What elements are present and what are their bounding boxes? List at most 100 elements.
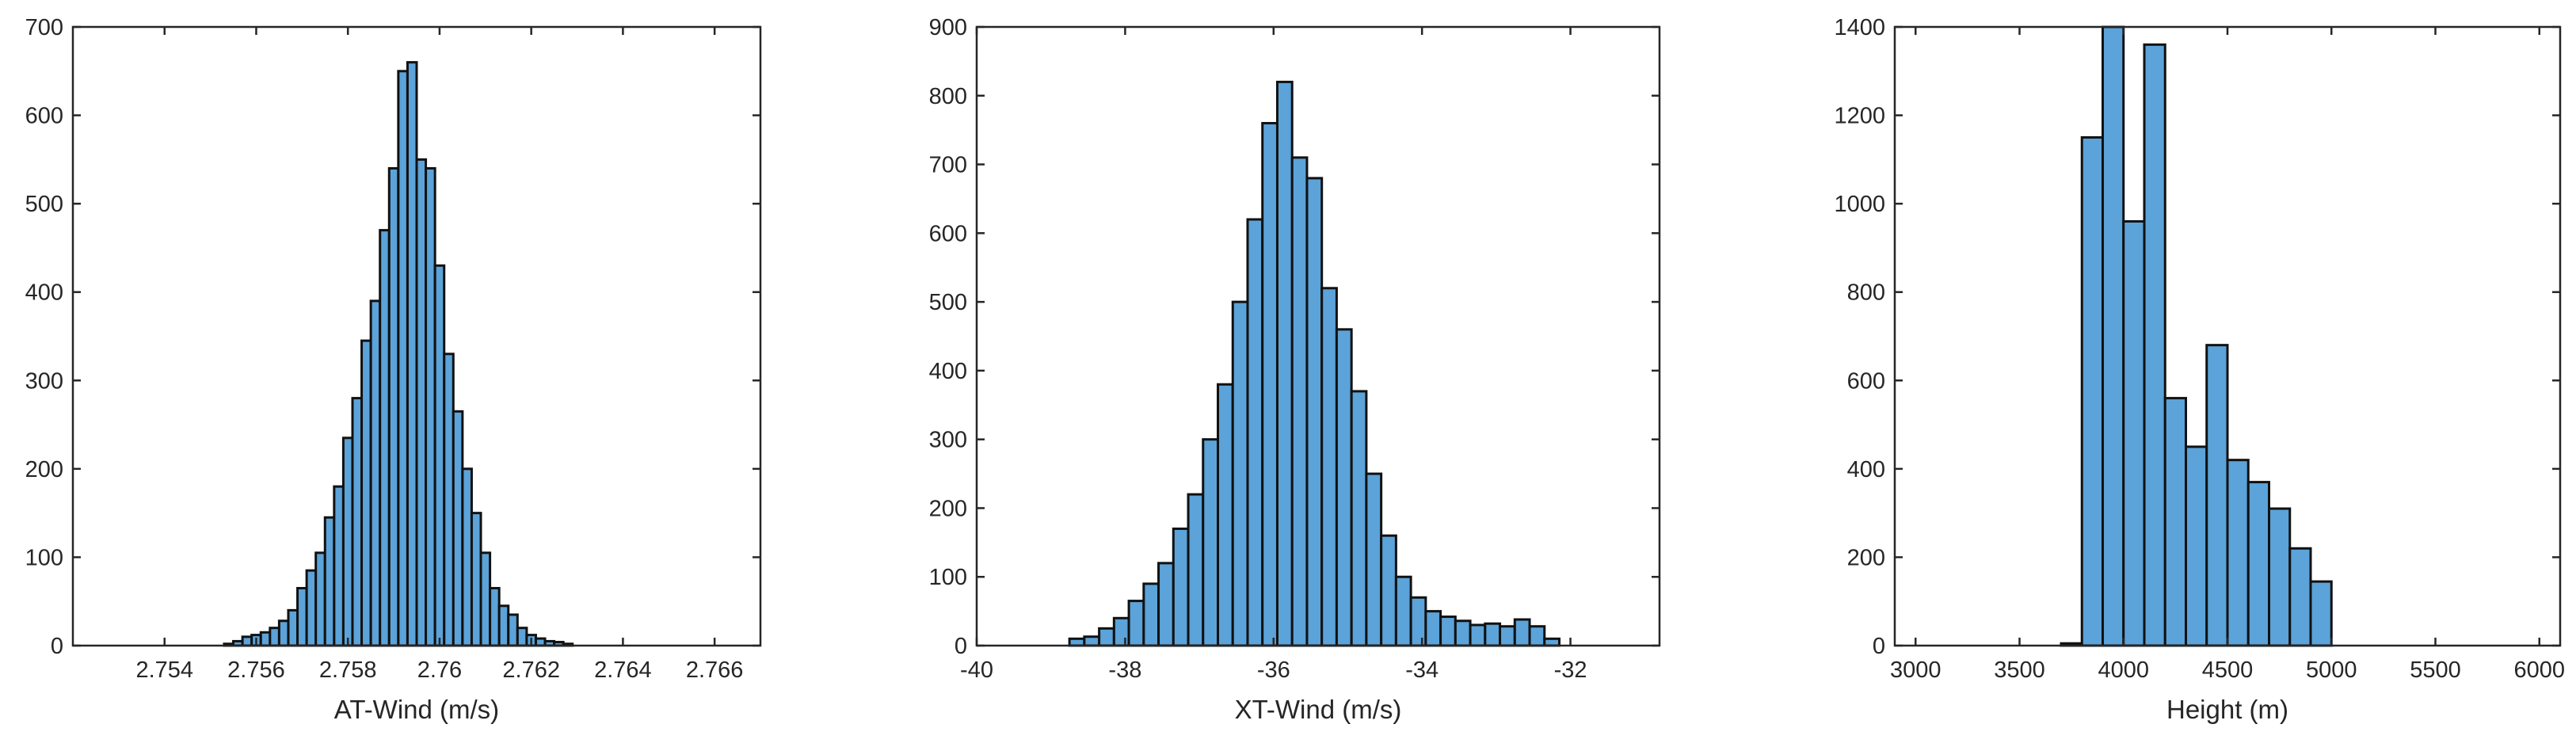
- histogram-bar: [1499, 625, 1516, 647]
- height-histogram: 3000 3500 4000 4500 5000 5500 6000 0 200 400 600 80…: [1834, 15, 2565, 724]
- histogram-bar: [1380, 534, 1397, 647]
- x-tick-label: -34: [1405, 657, 1439, 683]
- histogram-bar: [1469, 623, 1487, 647]
- histogram-bar: [1142, 582, 1160, 647]
- histogram-bar: [2080, 135, 2104, 647]
- histogram-bar: [2122, 219, 2146, 647]
- histogram-bar: [287, 608, 299, 647]
- histogram-bar: [479, 551, 492, 647]
- histogram-bar: [1320, 287, 1338, 647]
- histogram-bar: [1528, 625, 1546, 647]
- histogram-bar: [2185, 445, 2208, 647]
- histogram-bar: [452, 410, 464, 647]
- x-axis-label: Height (m): [2166, 695, 2288, 724]
- histogram-bar: [497, 604, 510, 647]
- histogram-bar: [360, 339, 372, 647]
- x-tick-label: 2.762: [502, 657, 560, 683]
- histogram-bar: [1275, 80, 1294, 647]
- y-tick-label: 800: [1847, 280, 1885, 306]
- histogram-bar: [1454, 619, 1472, 647]
- histogram-bar: [1261, 121, 1278, 647]
- histogram-bar: [1484, 622, 1502, 647]
- histogram-bar: [1290, 156, 1309, 647]
- y-tick-label: 0: [955, 634, 967, 659]
- x-tick-label: 2.76: [417, 657, 462, 683]
- histogram-bar: [296, 586, 308, 647]
- y-tick-label: 900: [929, 15, 967, 40]
- histogram-bar: [425, 167, 436, 647]
- histogram-bar: [1394, 575, 1412, 647]
- histogram-bar: [415, 158, 428, 647]
- histogram-bar: [2143, 43, 2166, 647]
- y-tick-label: 0: [51, 634, 63, 659]
- y-tick-label: 800: [929, 84, 967, 109]
- x-tick-label: -36: [1257, 657, 1290, 683]
- histogram-bar: [1157, 562, 1175, 647]
- x-tick-label: 2.766: [686, 657, 744, 683]
- y-tick-label: 700: [25, 15, 63, 40]
- y-tick-label: 200: [1847, 545, 1885, 570]
- histogram-bar: [1187, 493, 1205, 647]
- histogram-bar: [2288, 547, 2312, 647]
- y-tick-label: 1200: [1834, 104, 1885, 129]
- histogram-bar: [1202, 438, 1220, 647]
- histogram-bar: [2309, 580, 2333, 647]
- y-tick-label: 300: [929, 428, 967, 453]
- x-tick-label: 3500: [1994, 657, 2045, 683]
- x-tick-label: 5500: [2410, 657, 2461, 683]
- histogram-bar: [2205, 344, 2229, 647]
- y-tick-label: 1400: [1834, 15, 1885, 40]
- y-tick-label: 400: [929, 359, 967, 384]
- x-tick-label: 6000: [2513, 657, 2565, 683]
- y-tick-label: 400: [25, 280, 63, 306]
- y-tick-label: 600: [1847, 368, 1885, 394]
- histogram-bar: [379, 229, 391, 647]
- histogram-bar: [1439, 616, 1457, 647]
- y-tick-label: 400: [1847, 457, 1885, 482]
- x-tick-label: 4000: [2098, 657, 2149, 683]
- plot-frame: [975, 25, 1661, 647]
- histogram-bar: [1231, 300, 1249, 647]
- y-tick-label: 0: [1873, 634, 1885, 659]
- histogram-bar: [1172, 527, 1190, 647]
- y-tick-label: 700: [929, 153, 967, 178]
- histogram-bar: [314, 551, 326, 647]
- histogram-bar: [461, 467, 473, 647]
- y-tick-label: 600: [25, 104, 63, 129]
- histogram-bar: [1409, 596, 1427, 647]
- y-tick-label: 100: [25, 545, 63, 570]
- histogram-bar: [1098, 627, 1115, 647]
- histogram-bar: [277, 619, 290, 647]
- histogram-bar: [305, 569, 318, 647]
- histogram-bar: [489, 586, 501, 647]
- histogram-bar: [397, 70, 409, 647]
- x-tick-label: 2.764: [594, 657, 652, 683]
- histogram-bar: [341, 436, 354, 647]
- y-tick-label: 500: [929, 290, 967, 315]
- y-tick-label: 100: [929, 565, 967, 590]
- histogram-bar: [2226, 459, 2250, 647]
- histogram-bar: [1083, 635, 1101, 647]
- x-tick-label: -32: [1554, 657, 1587, 683]
- histogram-bar: [1365, 472, 1383, 647]
- x-tick-label: -40: [960, 657, 993, 683]
- histogram-bar: [2102, 25, 2125, 647]
- y-tick-label: 200: [929, 496, 967, 521]
- x-tick-label: 4500: [2202, 657, 2254, 683]
- histogram-bar: [369, 299, 382, 647]
- histogram-bar: [333, 485, 345, 647]
- x-axis-label: AT-Wind (m/s): [334, 695, 499, 724]
- plot-frame: [71, 25, 762, 647]
- y-tick-label: 1000: [1834, 192, 1885, 217]
- histogram-bar: [269, 627, 280, 647]
- histogram-bar: [1424, 610, 1442, 647]
- histogram-bar: [1305, 177, 1324, 647]
- histogram-bar: [2246, 481, 2270, 647]
- y-tick-label: 300: [25, 368, 63, 394]
- y-tick-label: 500: [25, 192, 63, 217]
- histogram-bar: [516, 627, 528, 647]
- histogram-bar: [387, 167, 400, 647]
- x-tick-label: 2.756: [227, 657, 285, 683]
- histogram-bar: [433, 264, 446, 647]
